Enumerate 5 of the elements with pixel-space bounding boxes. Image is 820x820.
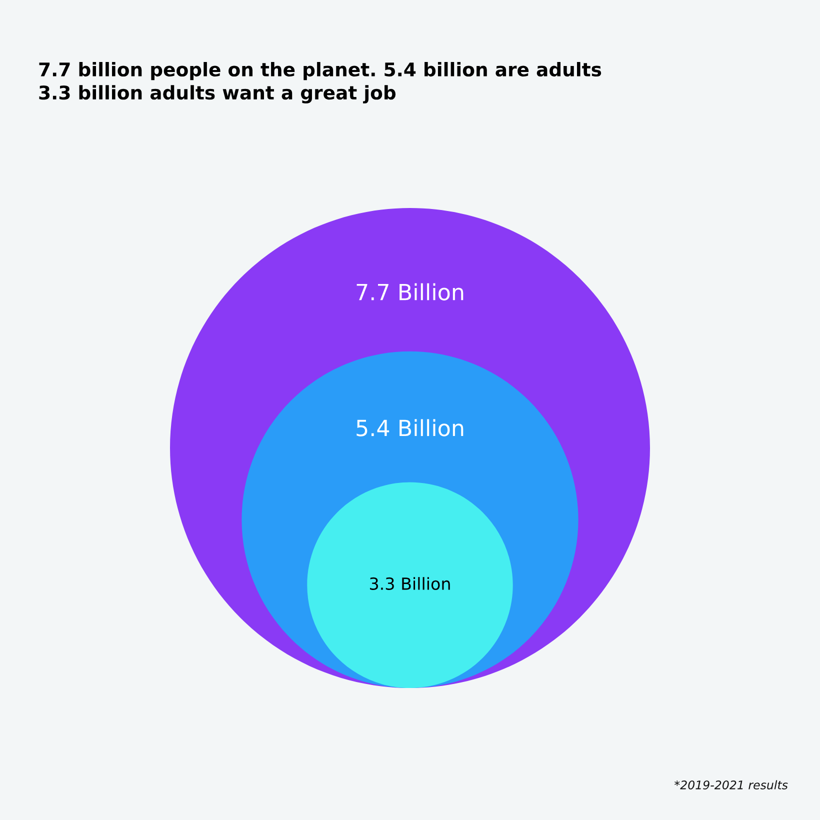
- text: *2019-2021 results: [674, 780, 788, 790]
- data-label: 7.7 Billion: [356, 283, 464, 300]
- text: 7.7 billion people on the planet. 5.4 billion are adults 3.3 billion adults want a great job: [39, 62, 602, 104]
- data-label: 3.3 Billion: [370, 577, 450, 590]
- data-label: 5.4 Billion: [356, 419, 464, 436]
